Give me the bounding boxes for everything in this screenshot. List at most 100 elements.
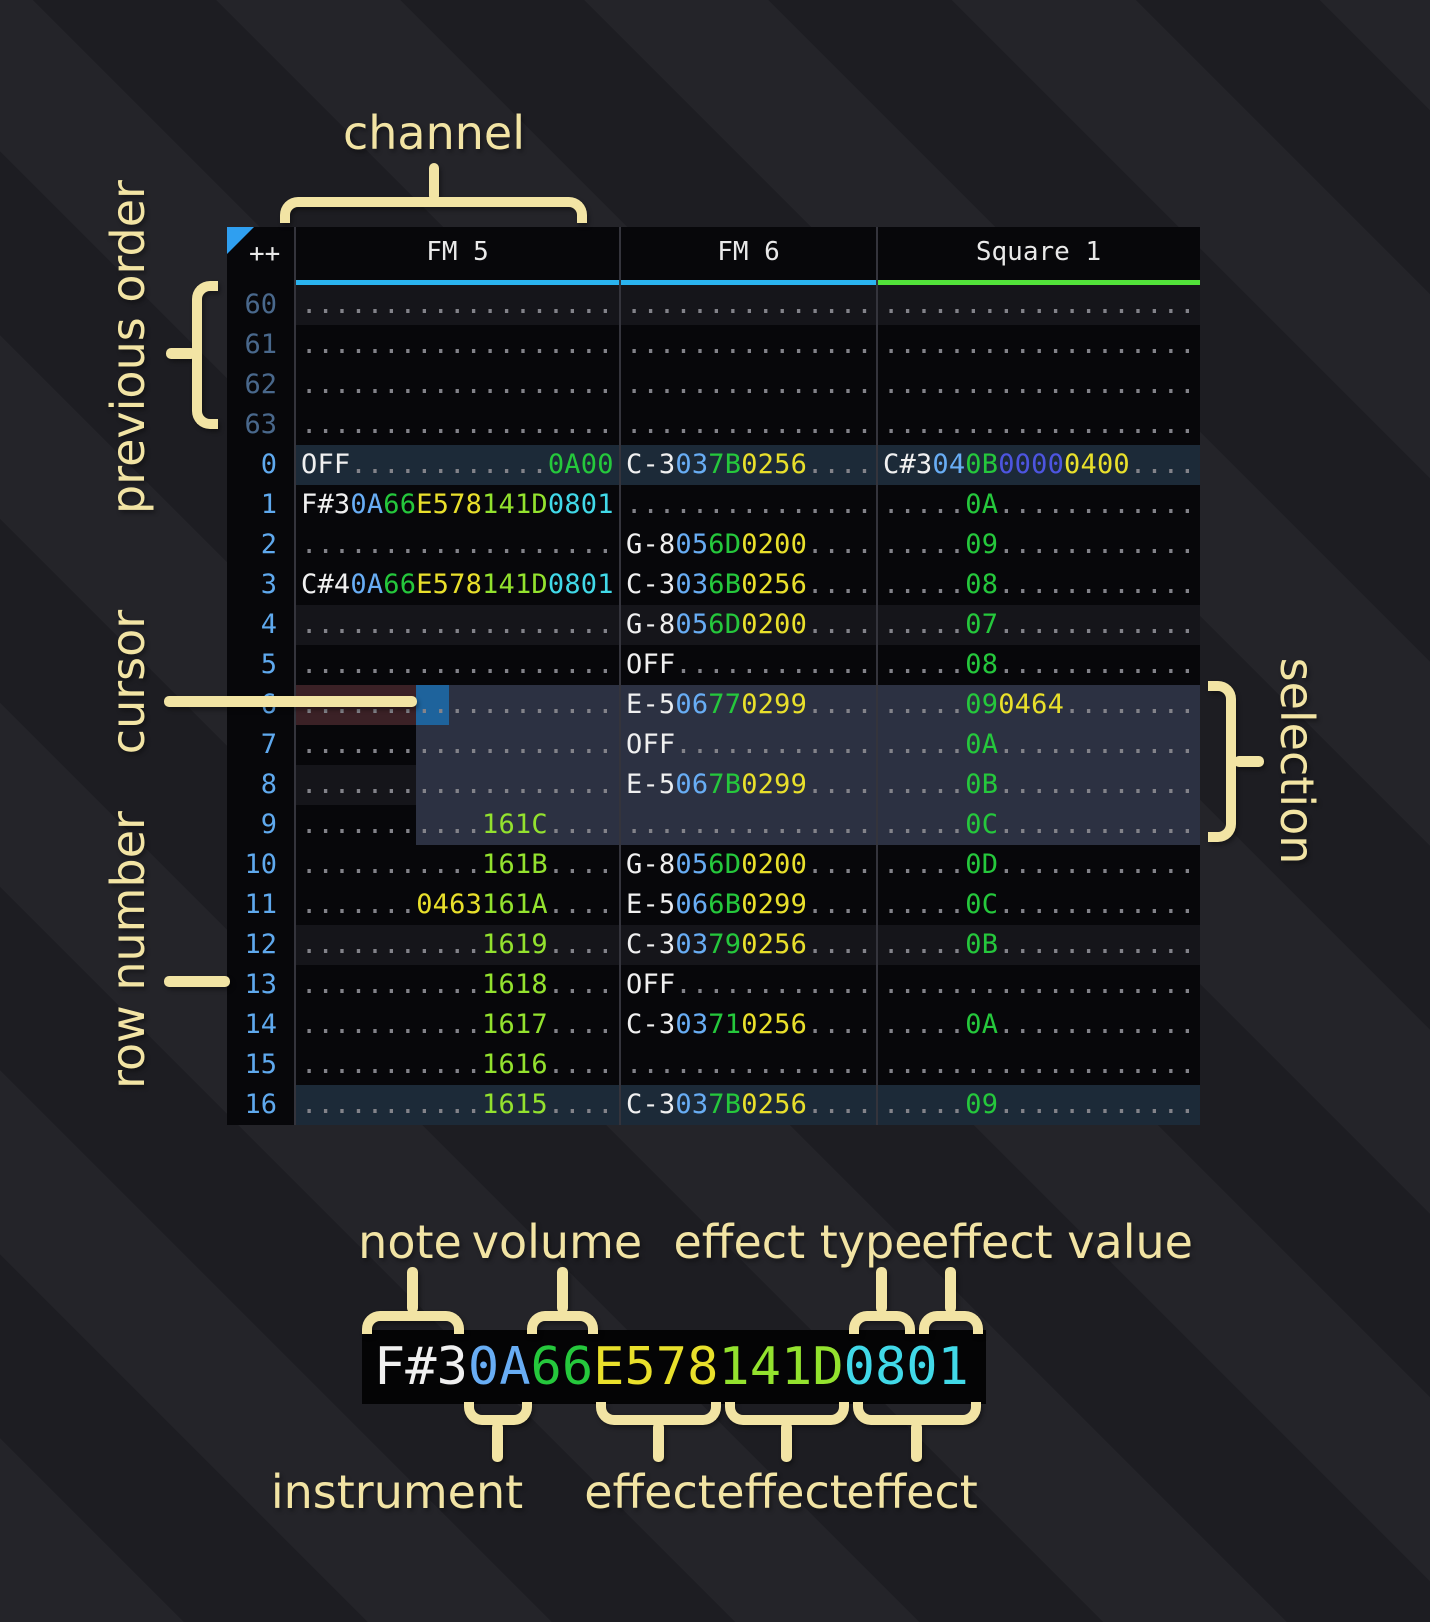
pattern-cell[interactable]: E-5067B0299.... [626, 769, 873, 800]
pattern-cell[interactable]: ............... [626, 489, 873, 520]
pattern-cell[interactable]: ................... [301, 329, 614, 360]
pattern-row[interactable]: 61......................................… [227, 325, 1200, 365]
pattern-row[interactable]: 9 ...........161C........................… [227, 805, 1200, 845]
pattern-cell[interactable]: ................... [301, 609, 614, 640]
pattern-row[interactable]: 1 F#30A66E578141D0801....................… [227, 485, 1200, 525]
order-corner-cell[interactable]: ++ [227, 227, 295, 285]
pattern-row[interactable]: 15 ...........1616.......................… [227, 1045, 1200, 1085]
pattern-row[interactable]: 60......................................… [227, 285, 1200, 325]
pattern-cell[interactable]: .....0B............ [883, 929, 1196, 960]
pattern-cell[interactable]: ................... [301, 529, 614, 560]
pattern-cell[interactable]: OFF............ [626, 969, 873, 1000]
previous-order-pointer [166, 348, 196, 359]
pattern-cell[interactable]: ...........1615.... [301, 1089, 614, 1120]
pattern-row[interactable]: 14 ...........1617.... C-303710256........… [227, 1005, 1200, 1045]
pattern-cell[interactable]: G-8056D0200.... [626, 529, 873, 560]
pattern-cell[interactable]: C-3036B0256.... [626, 569, 873, 600]
pattern-cell[interactable]: .....09............ [883, 529, 1196, 560]
pattern-cell[interactable]: ................... [301, 289, 614, 320]
pattern-cell[interactable]: ............... [626, 369, 873, 400]
pattern-cell[interactable]: ................... [883, 369, 1196, 400]
volume-label: volume [471, 1215, 643, 1269]
pattern-row[interactable]: 13 ...........1618.... OFF................… [227, 965, 1200, 1005]
pattern-cell[interactable]: ................... [883, 969, 1196, 1000]
effect-value-label: effect value [921, 1215, 1193, 1269]
pattern-cell[interactable]: C-3037B0256.... [626, 449, 873, 480]
pattern-cell[interactable]: ................... [301, 729, 614, 760]
pattern-cell[interactable]: ................... [301, 409, 614, 440]
row-number: 1 [260, 489, 277, 520]
pattern-cell[interactable]: ...........161B.... [301, 849, 614, 880]
pattern-row[interactable]: 5................... OFF.................… [227, 645, 1200, 685]
pattern-cell[interactable]: ................... [301, 769, 614, 800]
pattern-cell[interactable]: .....090464........ [883, 689, 1196, 720]
pattern-row[interactable]: 16 ...........1615.... C-3037B0256........… [227, 1085, 1200, 1125]
pattern-cell[interactable]: C-3037B0256.... [626, 1089, 873, 1120]
pattern-row[interactable]: 8................... E-5067B0299.........… [227, 765, 1200, 805]
pattern-cell[interactable]: ................... [301, 369, 614, 400]
channel-underline [295, 280, 620, 285]
pattern-cell[interactable]: .....0C............ [883, 889, 1196, 920]
pattern-cell[interactable]: ...........161C.... [301, 809, 614, 840]
pattern-cell[interactable]: ............... [626, 289, 873, 320]
pattern-cell[interactable]: .....0A............ [883, 489, 1196, 520]
pattern-row[interactable]: 4................... G-8056D0200.........… [227, 605, 1200, 645]
pattern-cell[interactable]: ................... [883, 1049, 1196, 1080]
channel-header-fm-6[interactable]: FM 6 [620, 227, 877, 285]
pattern-cell[interactable]: .....0B............ [883, 769, 1196, 800]
pattern-cell[interactable]: ............... [626, 329, 873, 360]
row-number: 61 [244, 329, 277, 360]
pattern-row[interactable]: 2................... G-8056D0200.........… [227, 525, 1200, 565]
selection-region[interactable] [416, 685, 1200, 845]
pattern-cell[interactable]: G-8056D0200.... [626, 609, 873, 640]
pattern-cell[interactable]: E-5066B0299.... [626, 889, 873, 920]
pattern-cell[interactable]: .....07............ [883, 609, 1196, 640]
pattern-cell[interactable]: .......0463161A.... [301, 889, 614, 920]
pattern-cell[interactable]: OFF............ [626, 729, 873, 760]
pattern-cell[interactable]: ...........1616.... [301, 1049, 614, 1080]
pattern-cell[interactable]: C#3040B00000400.... [883, 449, 1196, 480]
pattern-cell[interactable]: ................... [883, 409, 1196, 440]
pattern-cell[interactable]: OFF............ [626, 649, 873, 680]
pattern-cell[interactable]: .....08............ [883, 569, 1196, 600]
pattern-cell[interactable]: ............... [626, 1049, 873, 1080]
column-separator [876, 227, 878, 1125]
pattern-row[interactable]: 62......................................… [227, 365, 1200, 405]
row-number: 14 [244, 1009, 277, 1040]
pattern-cell[interactable]: F#30A66E578141D0801 [301, 489, 614, 520]
pattern-cell[interactable]: .....0A............ [883, 729, 1196, 760]
pattern-cell[interactable]: OFF............0A00 [301, 449, 614, 480]
channel-header-square-1[interactable]: Square 1 [877, 227, 1200, 285]
pattern-row[interactable]: 7................... OFF.................… [227, 725, 1200, 765]
pattern-row[interactable]: 0 OFF............0A00 C-3037B0256.... C#304… [227, 445, 1200, 485]
pattern-cell[interactable]: C#40A66E578141D0801 [301, 569, 614, 600]
anatomy-segment-volume: 66 [530, 1337, 594, 1397]
pattern-cell[interactable]: ...........1619.... [301, 929, 614, 960]
pattern-cell[interactable]: ................... [301, 649, 614, 680]
pattern-cell[interactable]: G-8056D0200.... [626, 849, 873, 880]
pattern-cell[interactable]: C-303710256.... [626, 1009, 873, 1040]
pattern-cell[interactable]: .....0C............ [883, 809, 1196, 840]
pattern-row[interactable]: 63......................................… [227, 405, 1200, 445]
pattern-cell[interactable]: E-506770299.... [626, 689, 873, 720]
pattern-cell[interactable]: ............... [626, 409, 873, 440]
row-highlight [295, 1085, 1200, 1125]
pattern-row[interactable]: 3 C#40A66E578141D0801 C-3036B0256.........… [227, 565, 1200, 605]
pattern-row[interactable]: 10 ...........161B.... G-8056D0200........… [227, 845, 1200, 885]
pattern-cell[interactable]: ............... [626, 809, 873, 840]
pattern-cell[interactable]: C-303790256.... [626, 929, 873, 960]
pattern-cell[interactable]: ...........1617.... [301, 1009, 614, 1040]
channel-header-fm-5[interactable]: FM 5 [295, 227, 620, 285]
pattern-row[interactable]: 11 .......0463161A.... E-5066B0299........… [227, 885, 1200, 925]
pattern-cell[interactable]: .....0A............ [883, 1009, 1196, 1040]
pattern-cell[interactable]: ................... [883, 289, 1196, 320]
pattern-cell[interactable]: ...........1618.... [301, 969, 614, 1000]
instrument-stem [492, 1422, 503, 1462]
pattern-cell[interactable]: .....08............ [883, 649, 1196, 680]
pattern-cell[interactable]: .....0D............ [883, 849, 1196, 880]
pattern-cursor[interactable] [416, 685, 449, 725]
pattern-cell[interactable]: .....09............ [883, 1089, 1196, 1120]
pattern-row[interactable]: 12 ...........1619.... C-303790256........… [227, 925, 1200, 965]
pattern-cell[interactable]: ................... [883, 329, 1196, 360]
